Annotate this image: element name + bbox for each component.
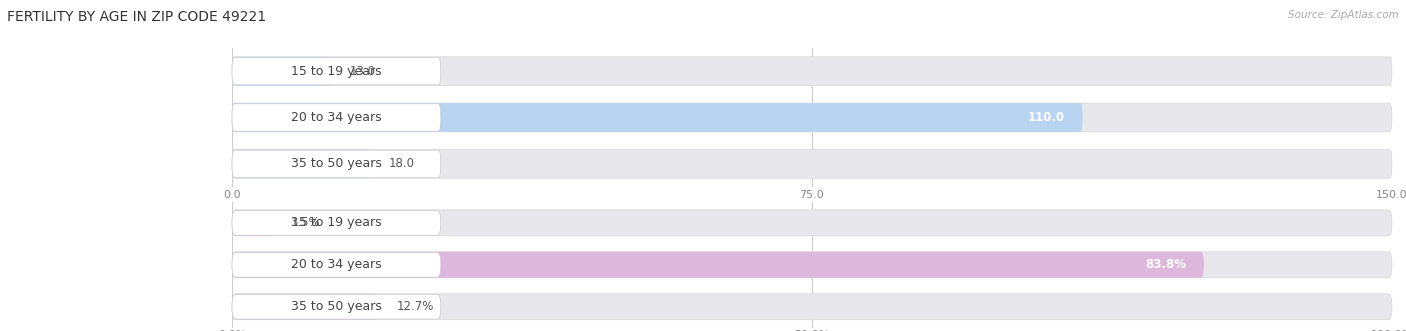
Text: 20 to 34 years: 20 to 34 years: [291, 111, 381, 124]
Text: FERTILITY BY AGE IN ZIP CODE 49221: FERTILITY BY AGE IN ZIP CODE 49221: [7, 10, 266, 24]
Text: 18.0: 18.0: [388, 157, 415, 170]
FancyBboxPatch shape: [232, 210, 273, 236]
FancyBboxPatch shape: [232, 150, 441, 177]
Text: 20 to 34 years: 20 to 34 years: [291, 258, 381, 271]
FancyBboxPatch shape: [232, 57, 1392, 85]
FancyBboxPatch shape: [232, 294, 380, 320]
FancyBboxPatch shape: [232, 58, 441, 85]
Text: 110.0: 110.0: [1028, 111, 1066, 124]
Text: 35 to 50 years: 35 to 50 years: [291, 157, 382, 170]
Text: Source: ZipAtlas.com: Source: ZipAtlas.com: [1288, 10, 1399, 20]
Text: 15 to 19 years: 15 to 19 years: [291, 216, 381, 229]
FancyBboxPatch shape: [232, 103, 1392, 132]
FancyBboxPatch shape: [232, 253, 441, 277]
Text: 3.5%: 3.5%: [290, 216, 319, 229]
FancyBboxPatch shape: [232, 210, 1392, 236]
Text: 13.0: 13.0: [350, 65, 375, 78]
FancyBboxPatch shape: [232, 294, 441, 319]
FancyBboxPatch shape: [232, 252, 1392, 278]
FancyBboxPatch shape: [232, 150, 1392, 178]
Text: 83.8%: 83.8%: [1146, 258, 1187, 271]
FancyBboxPatch shape: [232, 150, 371, 178]
FancyBboxPatch shape: [232, 252, 1204, 278]
FancyBboxPatch shape: [232, 57, 333, 85]
Text: 12.7%: 12.7%: [396, 300, 434, 313]
FancyBboxPatch shape: [232, 104, 441, 131]
FancyBboxPatch shape: [232, 103, 1083, 132]
Text: 35 to 50 years: 35 to 50 years: [291, 300, 382, 313]
Text: 15 to 19 years: 15 to 19 years: [291, 65, 381, 78]
FancyBboxPatch shape: [232, 294, 1392, 320]
FancyBboxPatch shape: [232, 211, 441, 235]
